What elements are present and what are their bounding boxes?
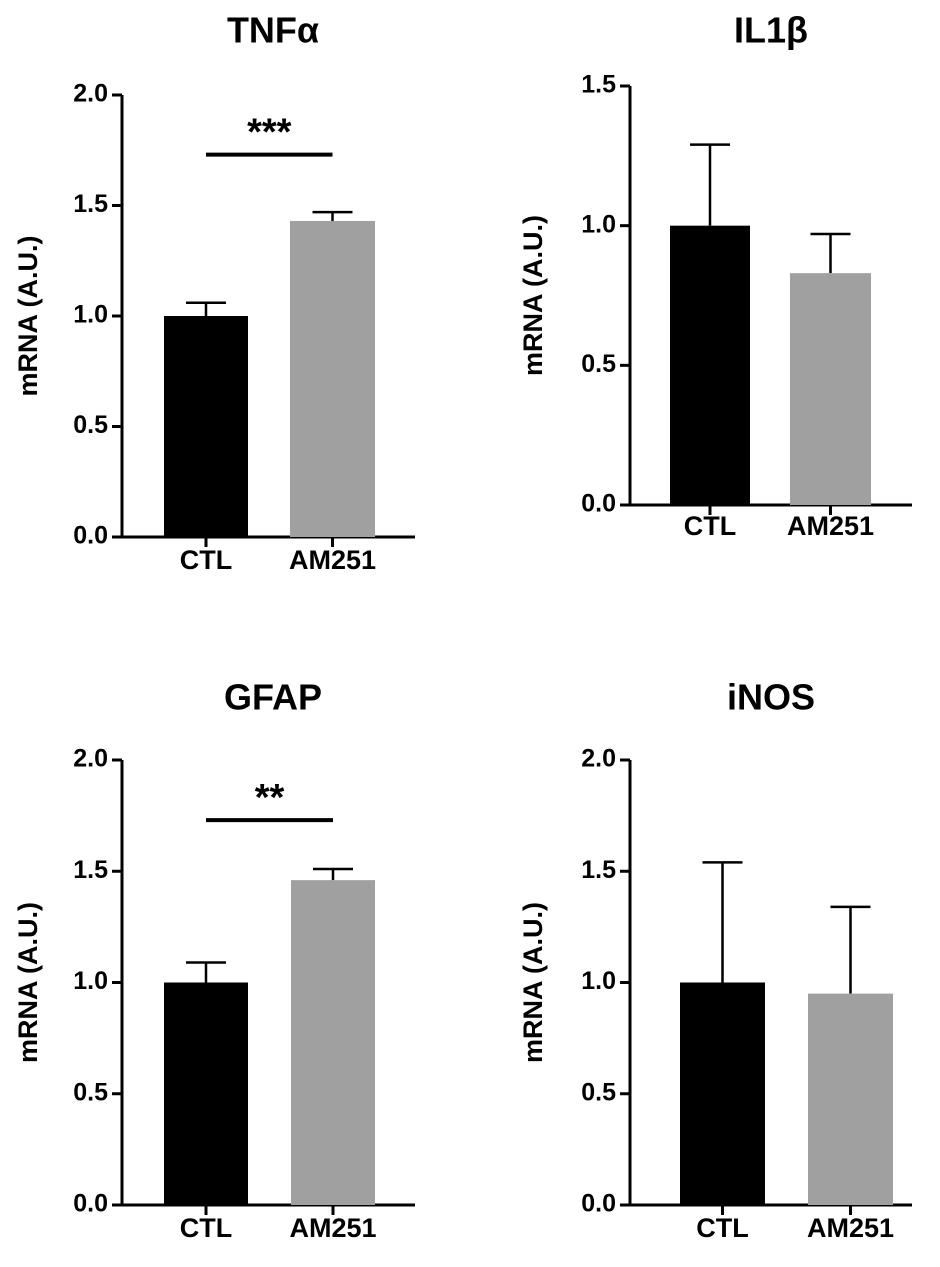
chart-panel: IL1β mRNA (A.U.) 0.0 0.5 1.0 1.5 CTL AM251: [518, 10, 912, 541]
bar-am251: [790, 273, 871, 505]
bar-ctl: [164, 316, 248, 537]
bar-am251: [290, 220, 375, 537]
category-label: AM251: [807, 1213, 894, 1243]
y-axis-label: mRNA (A.U.): [13, 236, 43, 397]
y-tick-label: 0.0: [581, 490, 616, 518]
chart-title: GFAP: [224, 677, 322, 718]
y-axis-label: mRNA (A.U.): [518, 215, 548, 376]
chart-panel: iNOS mRNA (A.U.) 0.0 0.5 1.0 1.5 2.0 CTL AM251: [518, 677, 912, 1243]
chart-panel: TNFα mRNA (A.U.) 0.0 0.5 1.0 1.5 2.0 CTL AM251 **…: [13, 10, 415, 575]
category-label: AM251: [289, 545, 376, 575]
significance-label: ***: [247, 112, 292, 154]
chart-panel: GFAP mRNA (A.U.) 0.0 0.5 1.0 1.5 2.0 CTL AM251 **: [13, 677, 415, 1243]
chart-title: TNFα: [227, 10, 319, 51]
y-tick-label: 0.0: [73, 522, 108, 550]
significance-label: **: [255, 777, 285, 819]
y-tick-label: 1.0: [73, 301, 108, 329]
category-label: CTL: [180, 1213, 232, 1243]
y-axis-label: mRNA (A.U.): [518, 902, 548, 1063]
chart-title: iNOS: [727, 677, 815, 718]
y-tick-label: 1.0: [581, 967, 616, 995]
bar-ctl: [680, 982, 765, 1205]
chart-title: IL1β: [734, 10, 808, 51]
y-tick-label: 0.5: [581, 1078, 616, 1106]
category-label: AM251: [787, 511, 874, 541]
y-tick-label: 1.5: [581, 71, 616, 99]
y-tick-label: 1.0: [581, 210, 616, 238]
y-tick-label: 0.0: [73, 1190, 108, 1218]
y-tick-label: 0.0: [581, 1190, 616, 1218]
category-label: CTL: [684, 511, 736, 541]
y-tick-label: 2.0: [581, 745, 616, 773]
y-tick-label: 1.5: [581, 856, 616, 884]
bar-ctl: [670, 225, 750, 505]
y-tick-label: 0.5: [73, 411, 108, 439]
y-tick-label: 0.5: [73, 1078, 108, 1106]
y-axis-label: mRNA (A.U.): [13, 902, 43, 1063]
y-tick-label: 2.0: [73, 80, 108, 108]
bar-am251: [808, 993, 893, 1205]
y-tick-label: 1.5: [73, 190, 108, 218]
category-label: CTL: [696, 1213, 748, 1243]
y-tick-label: 1.0: [73, 967, 108, 995]
category-label: CTL: [180, 545, 232, 575]
y-tick-label: 1.5: [73, 856, 108, 884]
y-tick-label: 0.5: [581, 350, 616, 378]
bar-ctl: [164, 982, 248, 1205]
category-label: AM251: [289, 1213, 376, 1243]
y-tick-label: 2.0: [73, 745, 108, 773]
bar-am251: [291, 880, 375, 1205]
